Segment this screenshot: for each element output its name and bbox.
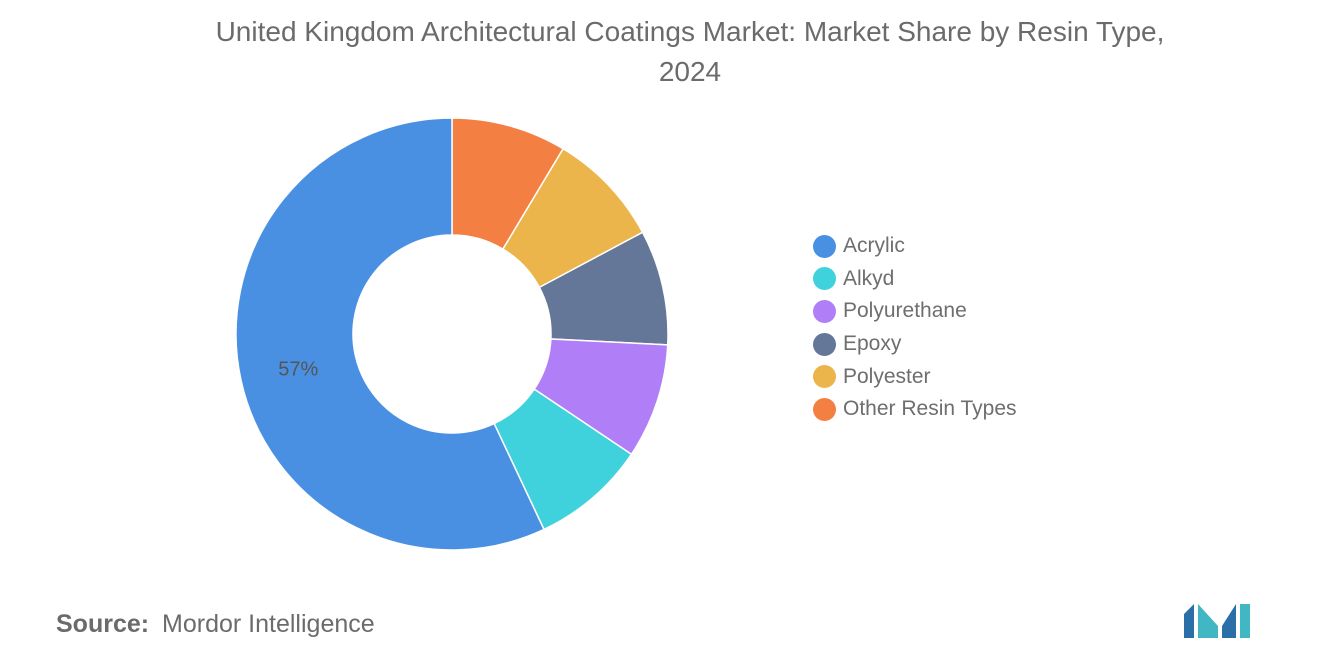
- legend-item-other-resin-types: Other Resin Types: [813, 393, 1017, 426]
- chart-title: United Kingdom Architectural Coatings Ma…: [0, 12, 1320, 92]
- legend-label: Alkyd: [843, 266, 895, 290]
- legend-item-acrylic: Acrylic: [813, 230, 1017, 263]
- legend-marker: [813, 332, 836, 356]
- legend-label: Polyester: [843, 364, 931, 388]
- logo-shape: [1184, 604, 1194, 638]
- source-label: Source:: [56, 610, 150, 638]
- chart-title-line-2: 2024: [658, 56, 722, 87]
- source-note: Source: Mordor Intelligence: [56, 610, 375, 639]
- chart-legend: Acrylic Alkyd Polyurethane Epoxy Polyester Ot…: [813, 230, 1017, 426]
- legend-marker: [813, 397, 836, 421]
- legend-label: Acrylic: [843, 234, 905, 258]
- legend-label: Other Resin Types: [843, 397, 1017, 421]
- legend-item-polyurethane: Polyurethane: [813, 295, 1017, 328]
- chart-title-line-1: United Kingdom Architectural Coatings Ma…: [215, 16, 1165, 47]
- donut-data-labels: 57%: [278, 358, 318, 380]
- donut-slices: [235, 117, 669, 551]
- source-value: Mordor Intelligence: [162, 610, 375, 638]
- legend-item-epoxy: Epoxy: [813, 328, 1017, 361]
- legend-marker: [813, 365, 836, 389]
- slice-acrylic: [235, 117, 545, 551]
- legend-label: Epoxy: [843, 332, 902, 356]
- logo-shape: [1222, 604, 1236, 638]
- logo-shape: [1198, 604, 1218, 638]
- legend-item-polyester: Polyester: [813, 360, 1017, 393]
- data-label-acrylic: 57%: [278, 358, 318, 380]
- mordor-intelligence-logo: [1184, 604, 1250, 638]
- legend-marker: [813, 267, 836, 291]
- logo-shape: [1240, 604, 1250, 638]
- legend-item-alkyd: Alkyd: [813, 263, 1017, 296]
- legend-marker: [813, 299, 836, 323]
- legend-label: Polyurethane: [843, 299, 967, 323]
- legend-marker: [813, 234, 836, 258]
